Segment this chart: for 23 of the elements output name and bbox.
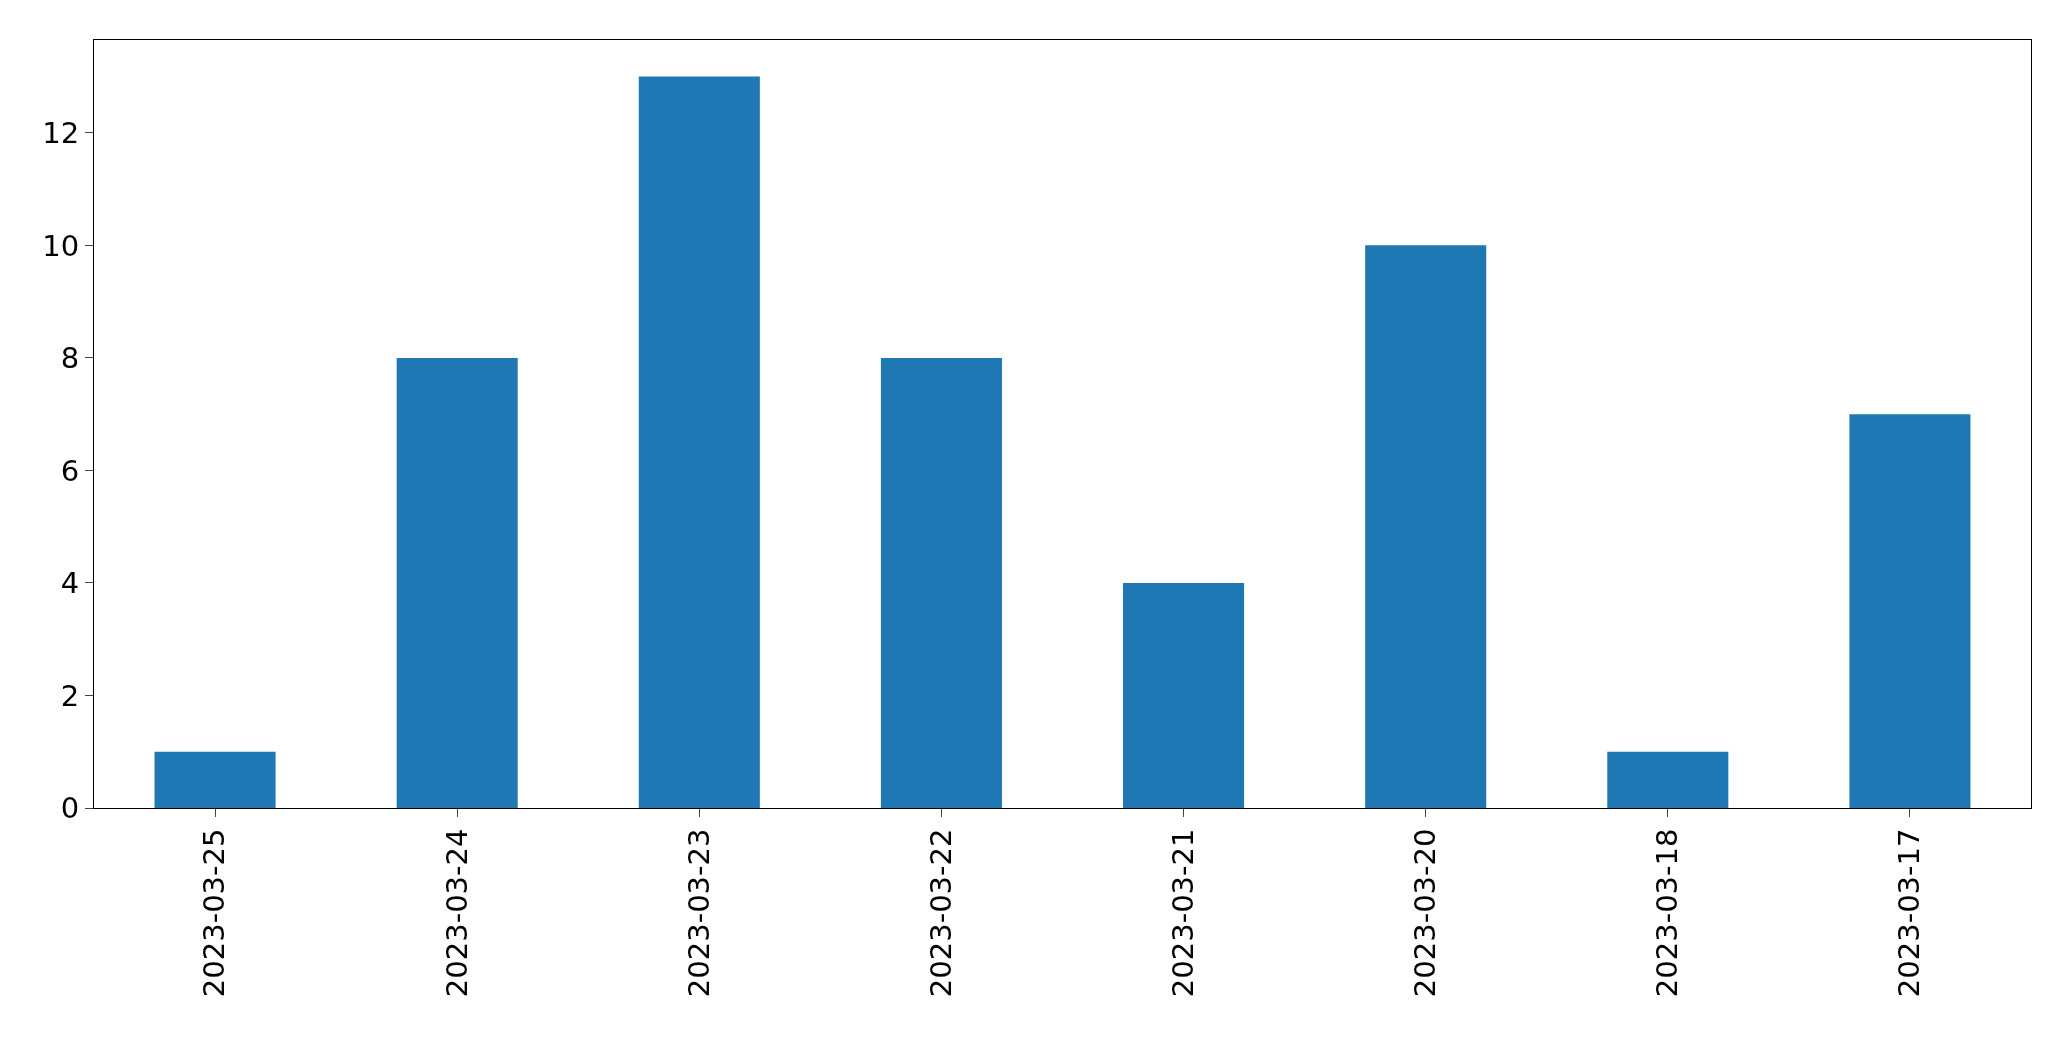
x-tick-label: 2023-03-17 (1892, 828, 1927, 998)
y-tick-label: 2 (60, 678, 80, 713)
x-tick-label: 2023-03-23 (681, 828, 716, 998)
x-tick-label: 2023-03-24 (439, 828, 474, 998)
bar (1607, 751, 1729, 808)
bar (396, 357, 518, 808)
y-tick-label: 4 (60, 566, 80, 601)
x-tick-label: 2023-03-18 (1650, 828, 1685, 998)
x-tick-label: 2023-03-21 (1165, 828, 1200, 998)
bar (880, 357, 1002, 808)
bar (1123, 582, 1245, 808)
bar (154, 751, 276, 808)
x-tick-label: 2023-03-25 (197, 828, 232, 998)
x-tick-label: 2023-03-22 (923, 828, 958, 998)
x-tick-label: 2023-03-20 (1408, 828, 1443, 998)
y-tick-label: 0 (60, 791, 80, 826)
y-tick-label: 10 (42, 228, 80, 263)
bar (1849, 414, 1971, 808)
y-tick-label: 12 (42, 115, 80, 150)
y-tick-label: 8 (60, 341, 80, 376)
bar (638, 76, 760, 808)
y-tick-label: 6 (60, 453, 80, 488)
bar (1365, 245, 1487, 808)
